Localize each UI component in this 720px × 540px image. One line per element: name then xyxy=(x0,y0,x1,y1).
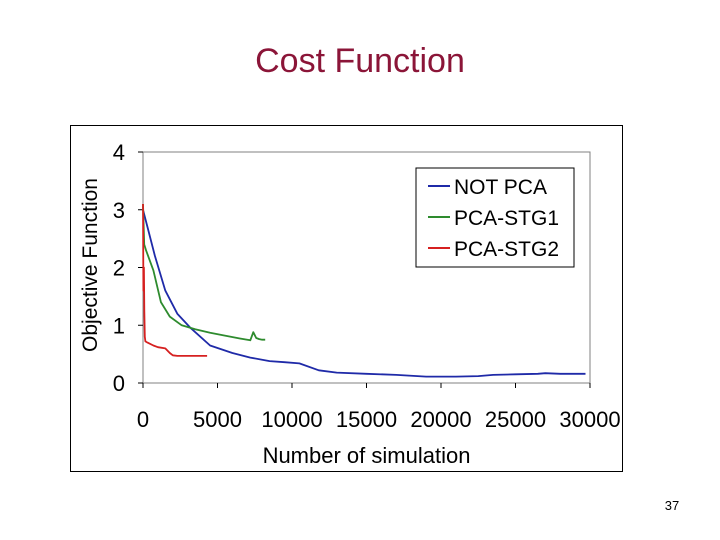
legend-label: PCA-STG1 xyxy=(454,207,559,230)
x-tick-label: 30000 xyxy=(559,407,620,432)
x-tick-label: 10000 xyxy=(261,407,322,432)
series-line-2 xyxy=(142,203,266,342)
page-number: 37 xyxy=(664,498,680,513)
y-tick-label: 0 xyxy=(113,371,125,396)
x-tick-label: 25000 xyxy=(485,407,546,432)
series-line-1 xyxy=(142,209,586,378)
slide-title: Cost Function xyxy=(255,42,465,80)
series-line-3 xyxy=(142,203,208,357)
x-axis-label: Number of simulation xyxy=(263,443,471,468)
y-tick-label: 3 xyxy=(113,198,125,223)
y-tick-label: 4 xyxy=(113,140,125,165)
legend-label: PCA-STG2 xyxy=(454,238,559,261)
x-tick-label: 20000 xyxy=(410,407,471,432)
x-tick-label: 15000 xyxy=(336,407,397,432)
y-tick-label: 2 xyxy=(113,256,125,281)
x-tick-label: 0 xyxy=(137,407,149,432)
legend-label: NOT PCA xyxy=(454,176,547,199)
x-tick-label: 5000 xyxy=(193,407,242,432)
y-axis-label: Objective Function xyxy=(79,178,102,352)
y-tick-label: 1 xyxy=(113,313,125,338)
